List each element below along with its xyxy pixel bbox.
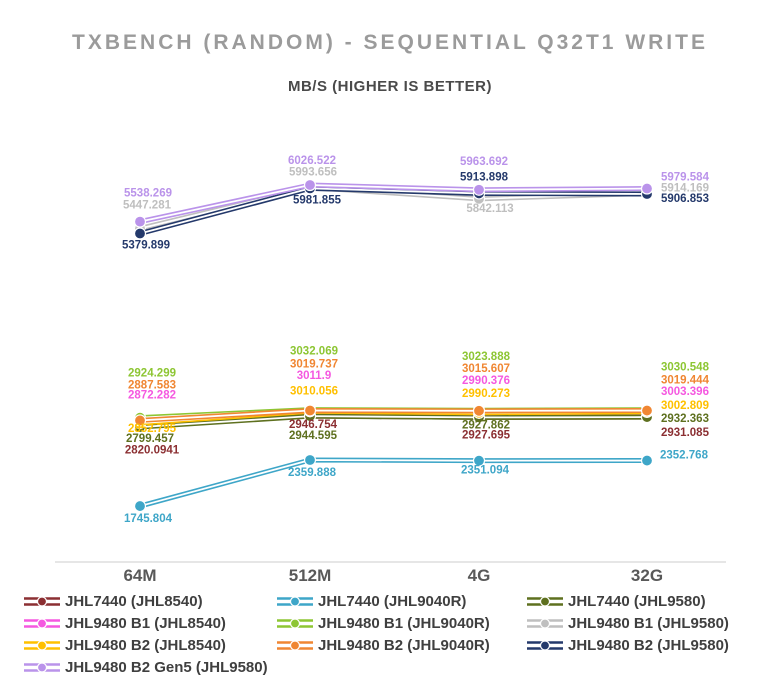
data-label: 3002.809 [661,400,709,412]
chart-subtitle: MB/S (HIGHER IS BETTER) [287,78,492,95]
data-label: 5538.269 [124,188,172,200]
data-label: 3030.548 [661,362,710,374]
data-label: 2990.376 [462,375,510,387]
legend-item: JHL7440 (JHL8540) [24,591,277,612]
data-point-marker [303,453,317,467]
chart-legend: JHL7440 (JHL8540) JHL7440 (JHL9040R) JHL74… [24,591,772,677]
data-label: 3011.9 [297,370,332,382]
data-label: 5842.113 [466,203,513,215]
legend-line-marker-icon [24,662,60,673]
data-point-marker [640,182,654,195]
x-axis-label: 4G [468,566,491,585]
legend-line-marker-icon [277,618,313,629]
legend-label: JHL9480 B2 (JHL9040R) [318,637,490,654]
data-label: 2887.583 [128,379,176,391]
legend-item: JHL9480 B2 (JHL9040R) [277,635,527,656]
data-point-marker [640,404,654,417]
legend-line-marker-icon [24,618,60,629]
data-label: 5447.281 [123,199,172,211]
data-point-marker [472,404,486,417]
data-label: 2946.754 [289,419,338,431]
data-label: 5913.898 [460,171,509,183]
legend-line-marker-icon [527,596,563,607]
legend-item: JHL9480 B2 Gen5 (JHL9580) [24,657,277,677]
data-label: 2872.282 [128,390,176,402]
data-point-marker [472,183,486,196]
data-point-marker [133,499,147,513]
data-label: 3003.396 [661,386,709,398]
series-line-core [139,415,648,428]
data-point-marker [133,215,147,228]
legend-line-marker-icon [527,640,563,651]
series-line-core [139,409,648,422]
data-label: 3032.069 [290,346,338,358]
data-label: 3015.607 [462,363,510,375]
data-label: 2852.795 [128,423,177,435]
legend-item: JHL9480 B1 (JHL9580) [527,613,772,634]
data-point-marker [472,454,486,467]
data-label: 2352.768 [660,450,709,462]
data-label: 2351.094 [461,465,510,477]
data-label: 2927.862 [462,419,510,431]
data-label: 6026.522 [288,155,336,167]
legend-item: JHL9480 B1 (JHL8540) [24,613,277,634]
legend-label: JHL9480 B2 Gen5 (JHL9580) [65,659,268,676]
data-label: 5981.855 [293,194,342,206]
series-line-core [139,184,648,223]
legend-line-marker-icon [277,596,313,607]
data-label: 5993.656 [289,167,337,179]
data-label: 2944.595 [289,430,338,442]
legend-label: JHL9480 B1 (JHL9580) [568,615,729,632]
legend-item: JHL7440 (JHL9580) [527,591,772,612]
data-label: 3010.056 [290,385,338,397]
legend-line-marker-icon [527,618,563,629]
data-label: 2932.363 [661,413,709,425]
legend-label: JHL9480 B1 (JHL9040R) [318,615,490,632]
legend-label: JHL9480 B2 (JHL9580) [568,637,729,654]
data-point-marker [303,178,317,192]
legend-label: JHL9480 B2 (JHL8540) [65,637,226,654]
data-label: 5914.169 [661,182,709,194]
data-label: 3019.444 [661,375,710,387]
data-label: 5963.692 [460,156,508,168]
data-label: 2359.888 [288,467,337,479]
data-label: 2990.273 [462,388,510,400]
data-label: 2924.299 [128,368,176,380]
data-label: 5379.899 [122,240,170,252]
legend-label: JHL7440 (JHL9040R) [318,593,467,610]
legend-item: JHL9480 B2 (JHL9580) [527,635,772,656]
data-label: 2927.695 [462,429,511,441]
legend-line-marker-icon [24,640,60,651]
series-line-core [139,459,648,507]
data-label: 3019.737 [290,359,338,371]
x-axis-label: 64M [123,566,156,585]
legend-line-marker-icon [24,596,60,607]
data-point-marker [640,454,654,467]
x-axis-label: 512M [289,566,332,585]
x-axis-label: 32G [631,566,663,585]
legend-item: JHL7440 (JHL9040R) [277,591,527,612]
data-label: 1745.804 [124,513,173,525]
legend-label: JHL7440 (JHL9580) [568,593,706,610]
chart-title: TXBENCH (RANDOM) - SEQUENTIAL Q32T1 WRIT… [72,31,708,54]
data-label: 5979.584 [661,172,710,184]
data-point-marker [303,404,317,417]
legend-item: JHL9480 B1 (JHL9040R) [277,613,527,634]
data-label: 5906.853 [661,193,709,205]
series-line [137,457,650,509]
data-label: 2931.085 [661,427,710,439]
legend-item: JHL9480 B2 (JHL8540) [24,635,277,656]
legend-label: JHL7440 (JHL8540) [65,593,203,610]
series-line-core [139,187,648,235]
legend-label: JHL9480 B1 (JHL8540) [65,615,226,632]
legend-line-marker-icon [277,640,313,651]
data-label: 2820.0941 [125,445,180,457]
data-label: 3023.888 [462,351,511,363]
data-label: 2799.457 [126,433,174,445]
data-point-marker [133,414,147,427]
data-point-marker [133,227,147,240]
